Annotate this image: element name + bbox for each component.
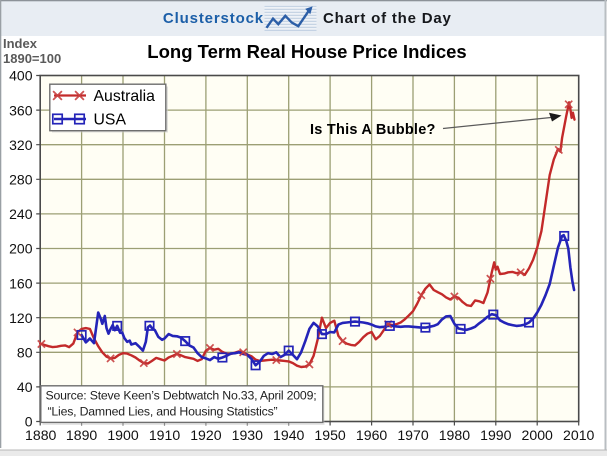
svg-text:1930: 1930 xyxy=(232,427,264,443)
svg-text:1910: 1910 xyxy=(149,427,181,443)
svg-text:1990: 1990 xyxy=(480,427,512,443)
svg-text:1920: 1920 xyxy=(190,427,222,443)
svg-text:200: 200 xyxy=(9,241,33,257)
svg-text:1890: 1890 xyxy=(66,427,98,443)
svg-text:2010: 2010 xyxy=(563,427,595,443)
svg-text:120: 120 xyxy=(9,310,33,326)
svg-text:160: 160 xyxy=(9,275,33,291)
svg-text:280: 280 xyxy=(9,172,33,188)
svg-text:40: 40 xyxy=(17,379,33,395)
svg-text:400: 400 xyxy=(9,68,33,84)
svg-text:1980: 1980 xyxy=(439,427,471,443)
svg-text:Chart of the Day: Chart of the Day xyxy=(323,10,452,27)
svg-text:0: 0 xyxy=(25,414,33,430)
svg-text:80: 80 xyxy=(17,345,33,361)
svg-text:“Lies, Damned Lies, and Housin: “Lies, Damned Lies, and Housing Statisti… xyxy=(48,405,278,419)
svg-text:USA: USA xyxy=(94,111,127,128)
svg-text:Long Term Real House Price Ind: Long Term Real House Price Indices xyxy=(147,41,466,62)
svg-text:Is This A Bubble?: Is This A Bubble? xyxy=(310,122,436,138)
svg-text:Source: Steve Keen’s Debtwatch: Source: Steve Keen’s Debtwatch No.33, Ap… xyxy=(46,389,317,403)
svg-text:240: 240 xyxy=(9,206,33,222)
svg-text:2000: 2000 xyxy=(522,427,554,443)
svg-text:1970: 1970 xyxy=(397,427,429,443)
svg-text:Index: Index xyxy=(3,36,38,51)
svg-text:1940: 1940 xyxy=(273,427,305,443)
svg-text:Clusterstock: Clusterstock xyxy=(163,10,264,27)
svg-text:Australia: Australia xyxy=(94,88,156,105)
svg-text:360: 360 xyxy=(9,102,33,118)
svg-text:1960: 1960 xyxy=(356,427,388,443)
svg-text:320: 320 xyxy=(9,137,33,153)
svg-text:1900: 1900 xyxy=(107,427,139,443)
svg-text:1880: 1880 xyxy=(25,427,57,443)
svg-text:1950: 1950 xyxy=(314,427,346,443)
svg-text:1890=100: 1890=100 xyxy=(3,51,61,66)
